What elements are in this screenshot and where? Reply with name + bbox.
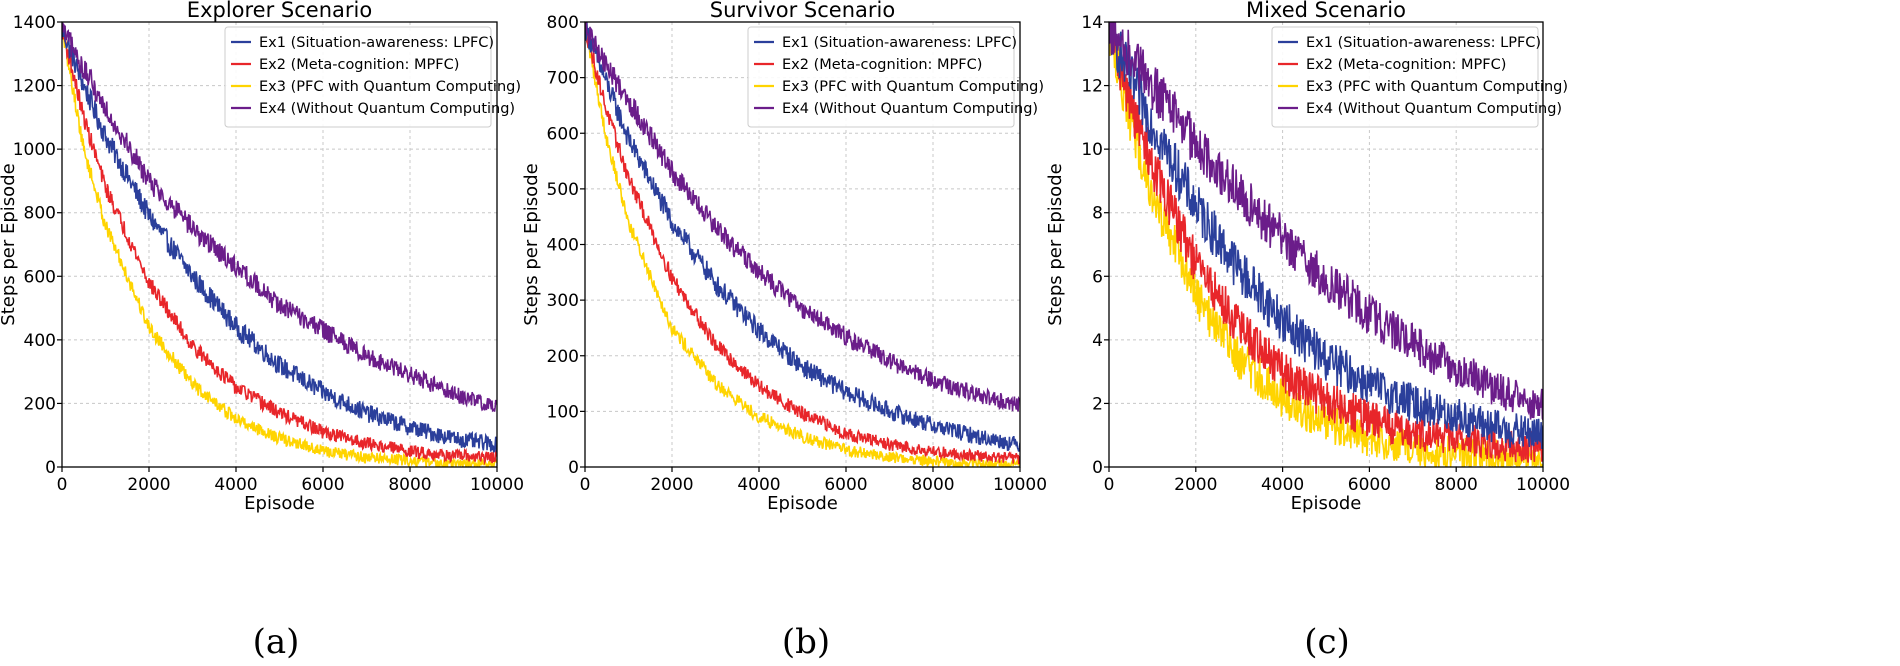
x-tick-label: 2000 <box>127 475 170 495</box>
series-line-ex2 <box>1109 22 1543 463</box>
y-tick-label: 800 <box>24 204 56 224</box>
chart-panel-1: 0 2000 4000 6000 8000 10000 0 200 400 600 800 1000 1… <box>0 0 524 662</box>
y-tick-label: 8 <box>1092 204 1103 224</box>
panel-caption: (b) <box>782 622 830 662</box>
series-line-ex3 <box>62 24 497 467</box>
legend-label-ex4: Ex4 (Without Quantum Computing) <box>782 101 1038 117</box>
series-line-ex2 <box>62 24 497 466</box>
x-axis-label: Episode <box>244 493 315 514</box>
legend: Ex1 (Situation-awareness: LPFC) Ex2 (Meta… <box>747 26 1044 128</box>
x-tick-label: 0 <box>580 475 591 495</box>
y-tick-label: 600 <box>547 124 579 144</box>
x-tick-label: 6000 <box>301 475 344 495</box>
chart-title: Explorer Scenario <box>187 0 372 22</box>
series-line-ex1 <box>62 23 497 453</box>
legend-label-ex4: Ex4 (Without Quantum Computing) <box>259 101 515 117</box>
y-tick-label: 0 <box>568 458 579 478</box>
x-tick-label: 4000 <box>1261 475 1304 495</box>
y-tick-label: 200 <box>24 394 56 414</box>
y-tick-label: 1000 <box>13 140 56 160</box>
x-tick-label: 4000 <box>214 475 257 495</box>
series-line-ex3 <box>585 23 1020 467</box>
axes-frame <box>61 21 498 468</box>
legend-label-ex1: Ex1 (Situation-awareness: LPFC) <box>782 35 1017 51</box>
x-tick-label: 2000 <box>1174 475 1217 495</box>
legend-label-ex2: Ex2 (Meta-cognition: MPFC) <box>259 57 459 73</box>
legend-label-ex2: Ex2 (Meta-cognition: MPFC) <box>782 57 982 73</box>
series-line-ex3 <box>1109 22 1543 467</box>
y-tick-label: 14 <box>1081 13 1103 33</box>
x-tick-label: 8000 <box>1435 475 1478 495</box>
chart-panel-3: 0 2000 4000 6000 8000 10000 0 2 4 6 8 10 12 14 Mixed S… <box>1045 0 1570 662</box>
legend-label-ex1: Ex1 (Situation-awareness: LPFC) <box>1306 35 1541 51</box>
y-tick-label: 0 <box>45 458 56 478</box>
y-tick-label: 0 <box>1092 458 1103 478</box>
y-tick-label: 600 <box>24 267 56 287</box>
series-line-ex4 <box>1109 22 1543 421</box>
series-line-ex1 <box>1109 22 1543 450</box>
legend-label-ex4: Ex4 (Without Quantum Computing) <box>1306 101 1562 117</box>
chart-title: Mixed Scenario <box>1246 0 1406 22</box>
x-tick-label: 6000 <box>1348 475 1391 495</box>
x-tick-label: 8000 <box>911 475 954 495</box>
y-tick-label: 100 <box>547 402 579 422</box>
axes-frame <box>1108 21 1544 468</box>
legend-box <box>224 26 492 128</box>
legend: Ex1 (Situation-awareness: LPFC) Ex2 (Meta… <box>224 26 521 128</box>
x-tick-label: 8000 <box>388 475 431 495</box>
y-tick-label: 4 <box>1092 331 1103 351</box>
y-tick-label: 6 <box>1092 267 1103 287</box>
legend-box <box>747 26 1015 128</box>
legend-label-ex3: Ex3 (PFC with Quantum Computing) <box>259 79 521 95</box>
legend-label-ex1: Ex1 (Situation-awareness: LPFC) <box>259 35 494 51</box>
y-tick-label: 400 <box>547 236 579 256</box>
y-axis-label: Steps per Episode <box>1045 163 1066 325</box>
legend-label-ex3: Ex3 (PFC with Quantum Computing) <box>782 79 1044 95</box>
y-tick-label: 2 <box>1092 394 1103 414</box>
x-tick-label: 2000 <box>650 475 693 495</box>
y-axis-label: Steps per Episode <box>521 163 542 325</box>
x-tick-label: 10000 <box>470 475 524 495</box>
y-tick-label: 1400 <box>13 13 56 33</box>
x-axis-label: Episode <box>767 493 838 514</box>
y-tick-label: 300 <box>547 291 579 311</box>
x-tick-label: 4000 <box>737 475 780 495</box>
y-tick-label: 200 <box>547 347 579 367</box>
x-axis-label: Episode <box>1291 493 1362 514</box>
x-tick-label: 6000 <box>824 475 867 495</box>
chart-panel-2: 0 2000 4000 6000 8000 10000 0 100 200 300 400 500 60… <box>521 0 1047 662</box>
series-line-ex4 <box>585 22 1020 412</box>
panel-caption: (c) <box>1304 622 1350 662</box>
x-tick-label: 0 <box>57 475 68 495</box>
y-tick-label: 10 <box>1081 140 1103 160</box>
series-line-ex1 <box>585 22 1020 452</box>
y-tick-label: 400 <box>24 331 56 351</box>
y-tick-label: 12 <box>1081 77 1103 97</box>
y-tick-label: 1200 <box>13 77 56 97</box>
series-line-ex4 <box>62 22 497 413</box>
y-tick-label: 800 <box>547 13 579 33</box>
y-axis-label: Steps per Episode <box>0 163 19 325</box>
legend-box <box>1271 26 1539 128</box>
x-tick-label: 10000 <box>993 475 1047 495</box>
legend-label-ex2: Ex2 (Meta-cognition: MPFC) <box>1306 57 1506 73</box>
x-tick-label: 0 <box>1104 475 1115 495</box>
chart-title: Survivor Scenario <box>710 0 895 22</box>
y-tick-label: 700 <box>547 69 579 89</box>
x-tick-label: 10000 <box>1516 475 1570 495</box>
series-line-ex2 <box>585 22 1020 465</box>
legend: Ex1 (Situation-awareness: LPFC) Ex2 (Meta… <box>1271 26 1568 128</box>
y-tick-label: 500 <box>547 180 579 200</box>
panel-caption: (a) <box>253 622 300 662</box>
legend-label-ex3: Ex3 (PFC with Quantum Computing) <box>1306 79 1568 95</box>
